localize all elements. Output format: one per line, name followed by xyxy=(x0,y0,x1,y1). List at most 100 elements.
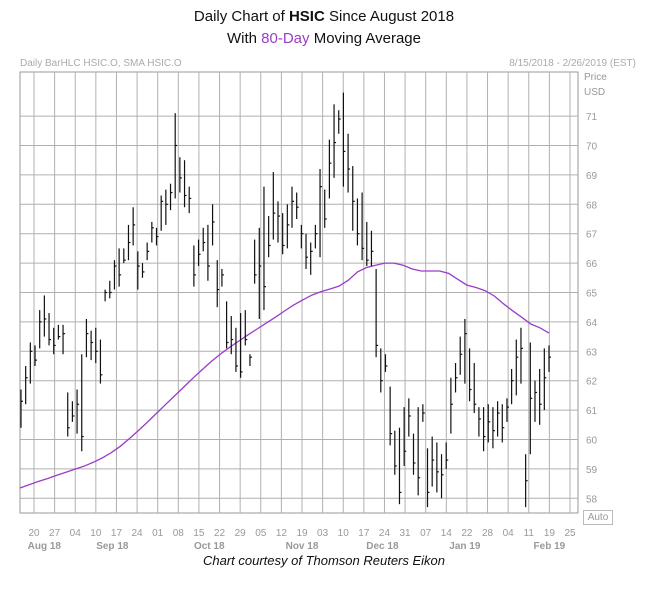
x-tick-label: 20 xyxy=(28,528,40,539)
price-bar xyxy=(398,427,402,505)
price-bar xyxy=(375,268,379,358)
x-tick-label: 11 xyxy=(524,528,535,539)
x-tick-label: 25 xyxy=(564,528,576,539)
price-bar xyxy=(240,313,243,378)
price-bar xyxy=(235,327,238,372)
y-tick-label: 66 xyxy=(586,259,598,270)
price-bar xyxy=(197,239,201,267)
price-bar xyxy=(90,330,94,361)
y-tick-label: 67 xyxy=(586,230,598,241)
price-bar xyxy=(543,348,547,411)
price-bar xyxy=(169,183,173,211)
price-bar xyxy=(342,92,346,187)
price-bar xyxy=(506,398,509,422)
moving-average xyxy=(19,262,550,489)
currency-label: USD xyxy=(584,87,605,98)
price-bar xyxy=(216,260,220,308)
subtitle-ma: 80-Day xyxy=(261,30,310,47)
price-bar xyxy=(366,221,369,267)
x-tick-label: 10 xyxy=(338,528,350,539)
y-tick-label: 71 xyxy=(586,112,598,123)
price-bar xyxy=(431,436,435,487)
x-tick-label: 08 xyxy=(173,528,185,539)
x-axis: 20 27 04 10 17 24 01 08 15 22 29 05 12 19 03 10 17 24 31 07… xyxy=(28,528,576,552)
price-bar xyxy=(529,342,533,455)
price-bar xyxy=(548,345,551,372)
price-bar xyxy=(277,201,280,243)
x-tick-label: 01 xyxy=(152,528,164,539)
price-bar xyxy=(328,139,332,199)
y-tick-label: 61 xyxy=(586,406,598,417)
x-tick-label: 28 xyxy=(482,528,494,539)
price-bar xyxy=(338,110,341,134)
price-bar xyxy=(127,224,131,261)
price-bar xyxy=(132,207,136,246)
price-bar xyxy=(487,404,491,443)
price-bar xyxy=(282,213,285,255)
price-bar xyxy=(361,192,365,261)
price-bar xyxy=(183,160,187,208)
y-tick-label: 63 xyxy=(586,347,598,358)
x-tick-label: 22 xyxy=(461,528,473,539)
price-bar xyxy=(440,454,444,499)
y-tick-label: 64 xyxy=(586,318,598,329)
chart-title: Daily Chart of HSIC Since August 2018 xyxy=(0,8,648,25)
price-bar xyxy=(511,368,514,405)
price-bar xyxy=(426,448,430,508)
price-bar xyxy=(515,339,519,396)
price-bar xyxy=(501,404,505,443)
price-bar xyxy=(104,289,108,302)
price-bar xyxy=(305,233,309,269)
price-bar xyxy=(244,310,248,346)
x-tick-label: 24 xyxy=(132,528,144,539)
price-bar xyxy=(39,310,42,349)
auto-scale-button[interactable]: Auto xyxy=(583,510,613,525)
price-bar xyxy=(53,327,56,355)
x-tick-label: 07 xyxy=(420,528,432,539)
price-bar xyxy=(193,245,196,287)
x-tick-label: 04 xyxy=(70,528,82,539)
price-label: Price xyxy=(584,72,607,83)
price-bar xyxy=(300,224,304,249)
price-bar xyxy=(286,204,290,249)
price-bar xyxy=(296,192,299,219)
x-month-label: Oct 18 xyxy=(194,541,225,552)
sma-80-line xyxy=(19,262,550,489)
price-bar xyxy=(225,301,229,349)
price-bar xyxy=(25,366,28,405)
x-tick-label: 24 xyxy=(379,528,391,539)
price-bar xyxy=(310,242,313,275)
price-bar xyxy=(454,363,458,393)
price-bar xyxy=(202,227,206,252)
price-bar xyxy=(188,186,192,214)
price-bar xyxy=(151,221,154,243)
price-bar xyxy=(539,368,542,425)
price-bar xyxy=(81,354,84,452)
price-bar xyxy=(29,342,33,384)
price-bar xyxy=(464,318,467,384)
x-tick-label: 05 xyxy=(255,528,267,539)
price-bar xyxy=(347,133,351,193)
price-bar xyxy=(34,345,38,366)
price-bar xyxy=(43,295,47,337)
x-month-label: Nov 18 xyxy=(286,541,319,552)
price-bar xyxy=(356,198,360,246)
price-bar xyxy=(520,327,523,384)
x-month-label: Feb 19 xyxy=(534,541,566,552)
x-tick-label: 03 xyxy=(317,528,329,539)
x-month-label: Aug 18 xyxy=(28,541,62,552)
x-tick-label: 19 xyxy=(544,528,556,539)
price-bar xyxy=(473,363,477,414)
price-bar xyxy=(450,377,453,434)
x-tick-label: 14 xyxy=(441,528,453,539)
price-bar xyxy=(333,104,337,178)
price-bar xyxy=(99,339,103,384)
price-bar xyxy=(394,430,397,475)
y-tick-label: 62 xyxy=(586,377,598,388)
x-tick-label: 31 xyxy=(400,528,412,539)
price-bar xyxy=(403,407,407,466)
x-tick-label: 27 xyxy=(49,528,61,539)
x-tick-label: 04 xyxy=(503,528,515,539)
price-bar xyxy=(160,195,164,231)
